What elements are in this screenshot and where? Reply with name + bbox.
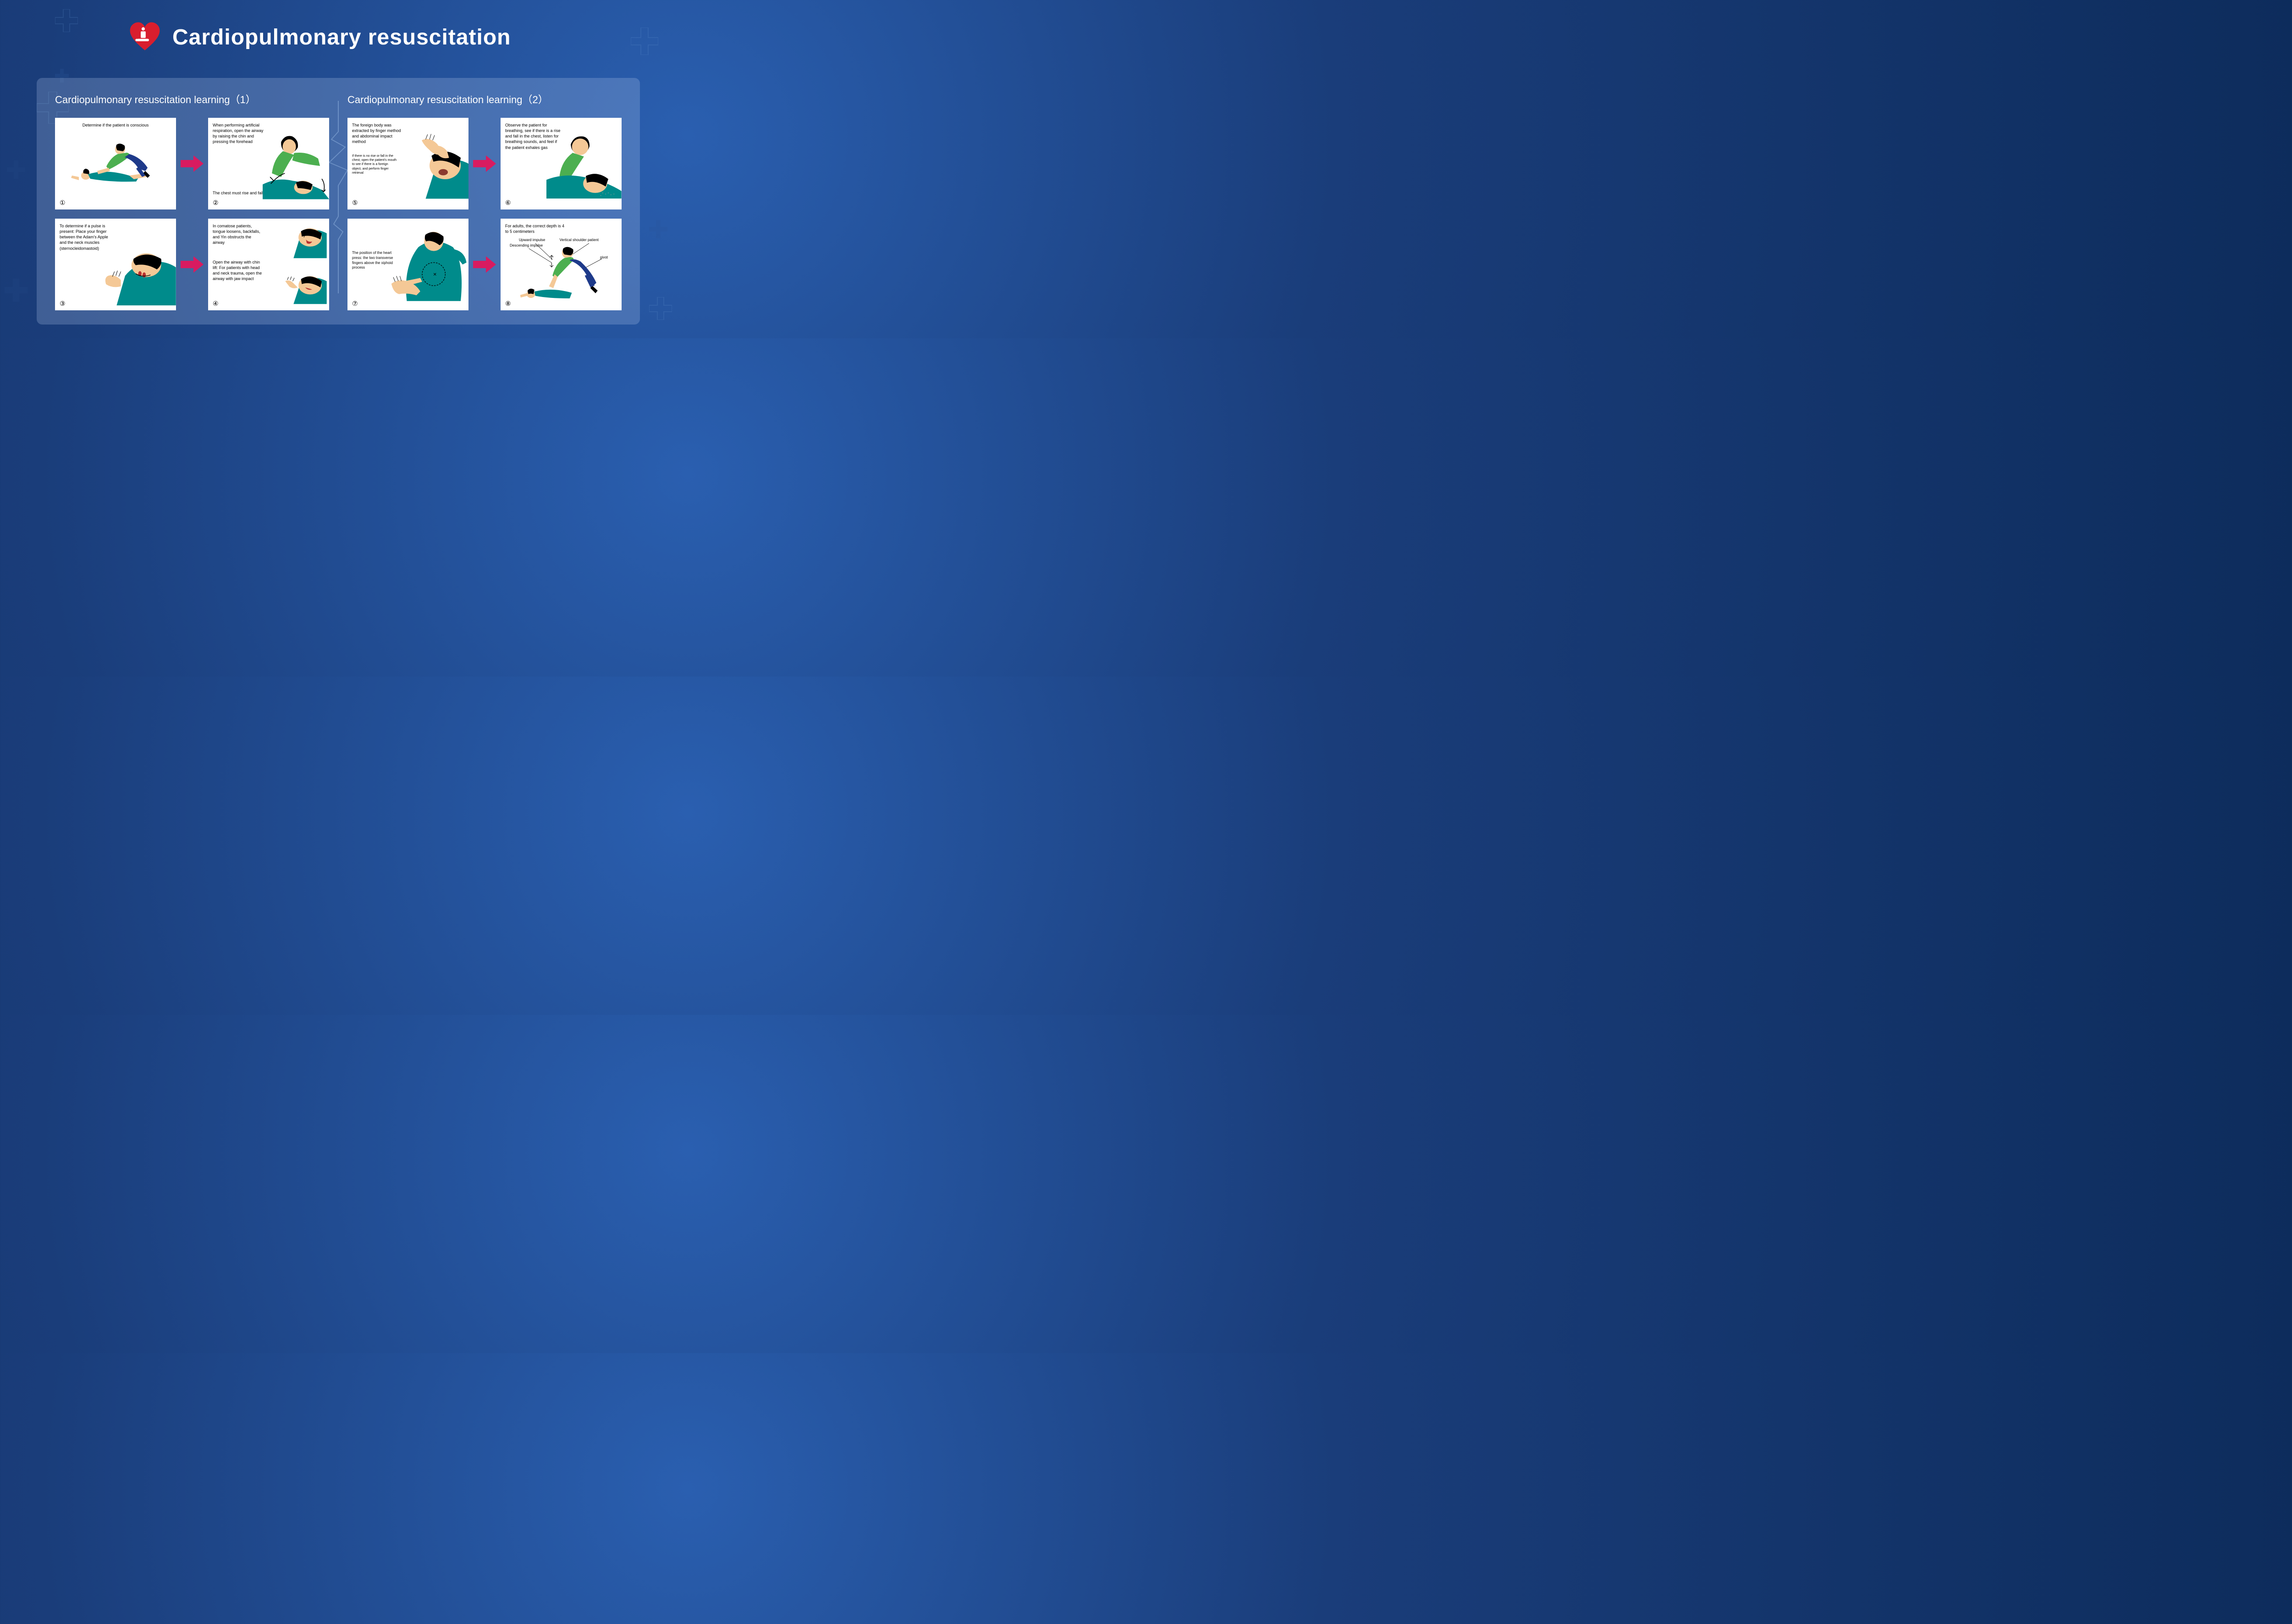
bg-cross-icon xyxy=(649,220,667,238)
card-8-label-2: Descending impulse xyxy=(510,243,543,248)
arrow-1-2 xyxy=(181,118,204,209)
card-4-number: ④ xyxy=(213,300,219,308)
card-5-number: ⑤ xyxy=(352,199,358,207)
card-1-illustration xyxy=(60,130,171,189)
card-8-text: For adults, the correct depth is 4 to 5 … xyxy=(505,223,567,234)
bg-cross-icon xyxy=(631,28,658,55)
card-8-label-1: Upward impulse xyxy=(519,238,545,242)
card-4-text-bottom: Open the airway with chin lift: For pati… xyxy=(213,259,263,282)
section-1-grid: Determine if the patient is conscious xyxy=(55,118,329,310)
svg-text:✕: ✕ xyxy=(433,272,437,277)
card-8-label-3: Vertical shoulder patient xyxy=(560,238,599,242)
arrow-icon xyxy=(181,154,204,173)
arrow-icon xyxy=(473,255,496,274)
card-4-text-top: In comatose patients, tongue loosens, ba… xyxy=(213,223,263,246)
section-2: Cardiopulmonary resuscitation learning（2… xyxy=(347,92,622,311)
card-6-number: ⑥ xyxy=(505,199,511,207)
bg-cross-icon xyxy=(649,297,672,320)
card-7-illustration: ✕ xyxy=(384,219,468,310)
card-5-illustration xyxy=(398,120,468,207)
section-2-title: Cardiopulmonary resuscitation learning（2… xyxy=(347,92,622,106)
card-2-number: ② xyxy=(213,199,219,207)
card-4-illustration-bottom xyxy=(269,268,327,307)
card-8: For adults, the correct depth is 4 to 5 … xyxy=(501,219,622,310)
card-4-illustration-top xyxy=(269,222,327,261)
card-6: Observe the patient for breathing, see i… xyxy=(501,118,622,209)
arrow-icon xyxy=(181,255,204,274)
card-2-illustration xyxy=(263,122,329,209)
section-2-grid: The foreign body was extracted by finger… xyxy=(347,118,622,310)
arrow-5-6 xyxy=(473,118,496,209)
card-2-text-top: When performing artificial respiration, … xyxy=(213,122,269,145)
card-6-illustration xyxy=(546,120,622,209)
card-3-illustration xyxy=(91,237,176,310)
section-1-title: Cardiopulmonary resuscitation learning（1… xyxy=(55,92,329,106)
card-1: Determine if the patient is conscious xyxy=(55,118,176,209)
card-5-text-mid: If there is no rise or fall in the chest… xyxy=(352,154,397,176)
heart-cpr-icon xyxy=(128,21,161,54)
section-1: Cardiopulmonary resuscitation learning（1… xyxy=(55,92,329,311)
header: Cardiopulmonary resuscitation xyxy=(0,0,677,54)
arrow-7-8 xyxy=(473,219,496,310)
card-1-text: Determine if the patient is conscious xyxy=(60,122,171,128)
arrow-icon xyxy=(473,154,496,173)
card-4: In comatose patients, tongue loosens, ba… xyxy=(208,219,329,310)
card-5: The foreign body was extracted by finger… xyxy=(347,118,468,209)
arrow-3-4 xyxy=(181,219,204,310)
card-7-number: ⑦ xyxy=(352,300,358,308)
card-8-illustration: Upward impulse Descending impulse Vertic… xyxy=(505,237,617,303)
card-7: The position of the heart press: the two… xyxy=(347,219,468,310)
card-3-number: ③ xyxy=(60,300,66,308)
card-5-text-top: The foreign body was extracted by finger… xyxy=(352,122,402,145)
card-2: When performing artificial respiration, … xyxy=(208,118,329,209)
page-title: Cardiopulmonary resuscitation xyxy=(172,25,511,50)
card-8-number: ⑧ xyxy=(505,300,511,308)
card-8-label-4: pivot xyxy=(600,255,608,259)
bg-cross-icon xyxy=(7,160,25,179)
content-panel: Cardiopulmonary resuscitation learning（1… xyxy=(37,78,640,325)
bg-cross-icon xyxy=(5,279,28,302)
card-3: To determine if a pulse is present: Plac… xyxy=(55,219,176,310)
card-1-number: ① xyxy=(60,199,66,207)
bg-cross-icon xyxy=(55,9,78,32)
